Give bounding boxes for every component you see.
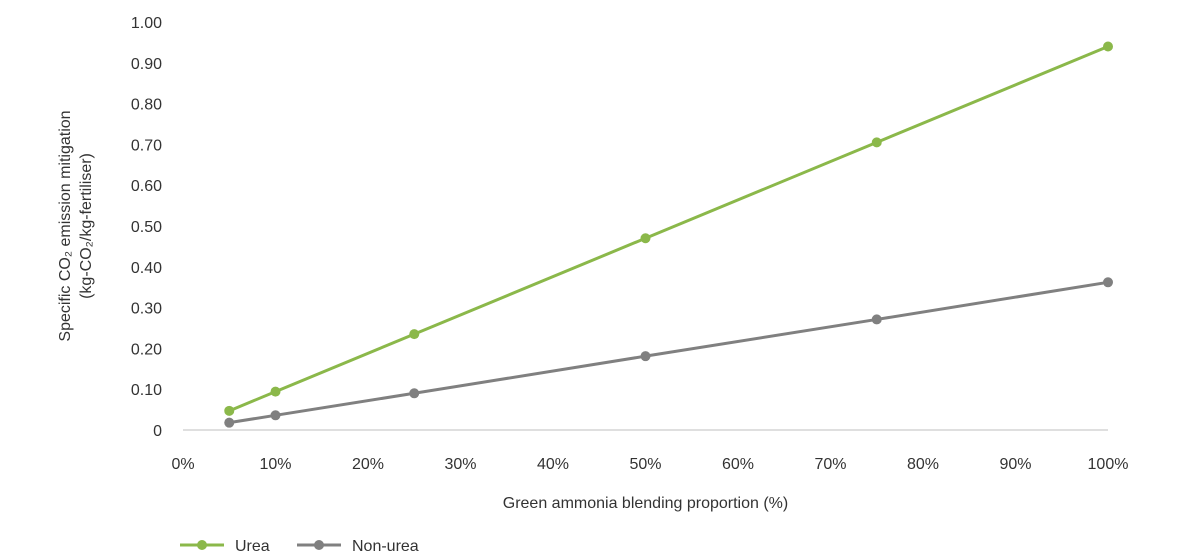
y-tick-label: 1.00: [131, 15, 162, 32]
x-tick-label: 0%: [171, 456, 194, 473]
data-point-non-urea: [409, 388, 420, 399]
series-line-non-urea: [229, 280, 1109, 425]
x-tick-label: 60%: [722, 456, 754, 473]
legend-label-non-urea: Non-urea: [352, 538, 419, 555]
x-tick-label: 90%: [999, 456, 1031, 473]
legend-item-non-urea: Non-urea: [297, 538, 419, 555]
data-point-non-urea: [224, 417, 235, 428]
y-axis-title: Specific CO₂ emission mitigation (kg-CO₂…: [57, 110, 95, 341]
y-axis-ticks: 0 0.10 0.20 0.30 0.40 0.50 0.60 0.70 0.80 0.90 1.0…: [131, 15, 162, 440]
series-non-urea: [224, 277, 1113, 428]
data-point-non-urea: [1103, 277, 1113, 288]
y-tick-label: 0: [153, 423, 162, 440]
x-tick-label: 100%: [1088, 456, 1129, 473]
x-tick-label: 30%: [444, 456, 476, 473]
data-point-non-urea: [640, 351, 651, 362]
x-tick-label: 70%: [814, 456, 846, 473]
series-urea: [224, 41, 1113, 416]
y-tick-label: 0.50: [131, 219, 162, 236]
y-tick-label: 0.10: [131, 382, 162, 399]
x-tick-label: 80%: [907, 456, 939, 473]
data-point-urea: [871, 137, 882, 148]
series-layer: [224, 41, 1113, 428]
x-tick-label: 20%: [352, 456, 384, 473]
data-point-urea: [1103, 41, 1113, 52]
y-tick-label: 0.70: [131, 137, 162, 154]
legend-item-urea: Urea: [180, 538, 270, 555]
x-tick-label: 50%: [629, 456, 661, 473]
data-point-urea: [640, 233, 651, 244]
data-point-urea: [270, 386, 281, 397]
legend: Urea Non-urea: [180, 538, 419, 555]
data-point-non-urea: [871, 314, 882, 325]
y-axis-title-line-2: (kg-CO₂/kg-fertiliser): [78, 153, 95, 299]
y-axis-title-line-1: Specific CO₂ emission mitigation: [57, 110, 74, 341]
y-tick-label: 0.30: [131, 301, 162, 318]
x-tick-label: 40%: [537, 456, 569, 473]
y-tick-label: 0.20: [131, 341, 162, 358]
y-tick-label: 0.90: [131, 56, 162, 73]
y-tick-label: 0.40: [131, 260, 162, 277]
x-axis-ticks: 0% 10% 20% 30% 40% 50% 60% 70% 80% 90% 100%: [171, 456, 1128, 473]
x-axis-title: Green ammonia blending proportion (%): [503, 495, 788, 512]
series-line-urea: [228, 45, 1109, 413]
legend-label-urea: Urea: [235, 538, 270, 555]
data-point-non-urea: [270, 410, 281, 421]
y-tick-label: 0.80: [131, 97, 162, 114]
legend-marker-urea: [197, 540, 207, 550]
y-tick-label: 0.60: [131, 178, 162, 195]
legend-marker-non-urea: [314, 540, 324, 550]
data-point-urea: [224, 405, 235, 416]
x-tick-label: 10%: [259, 456, 291, 473]
data-point-urea: [409, 329, 420, 340]
